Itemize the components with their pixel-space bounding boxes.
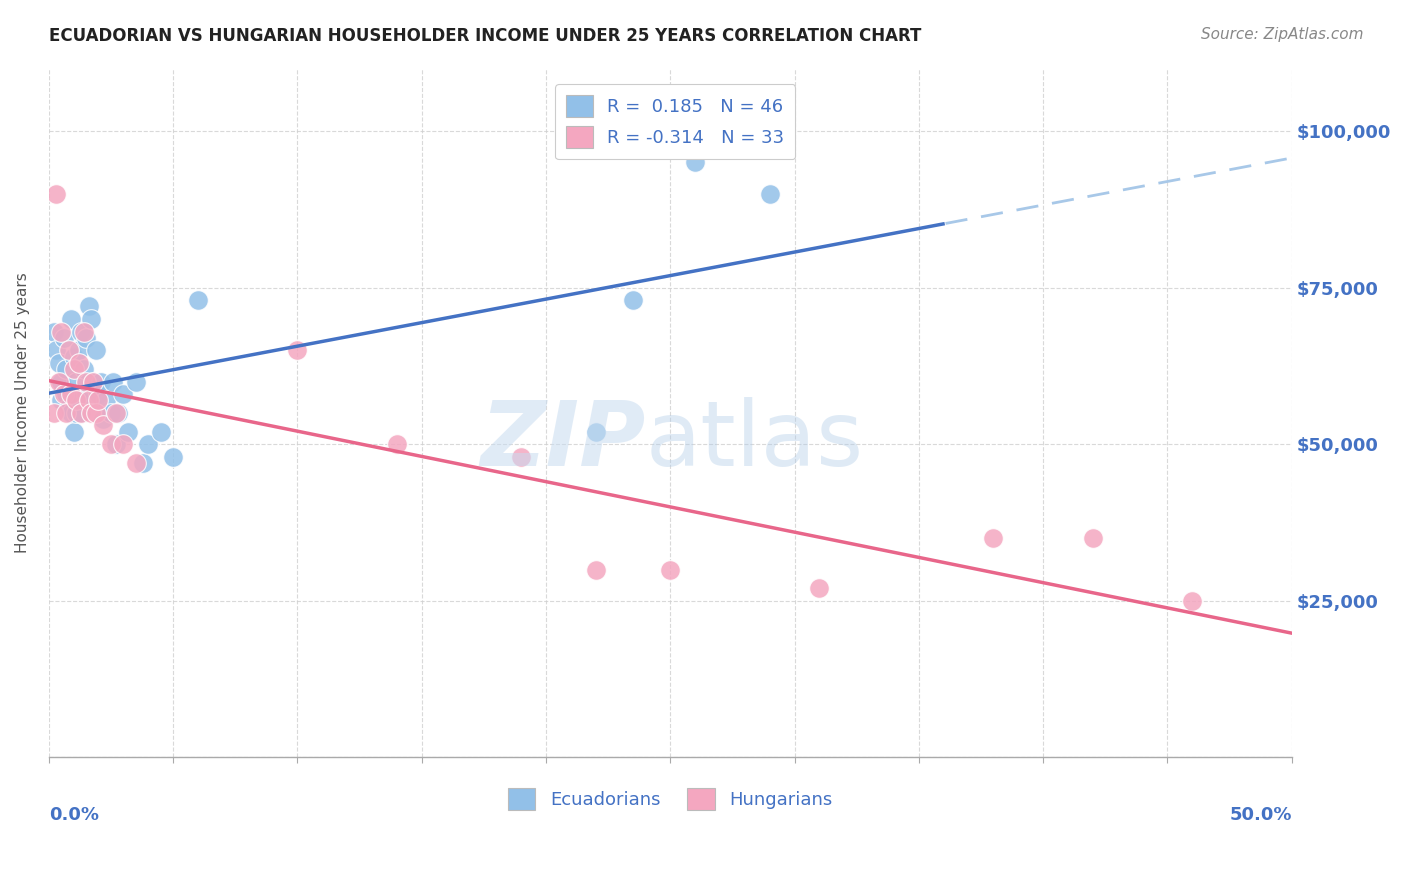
Point [72, 362, 94, 376]
Point [62, 425, 84, 439]
Point [103, 375, 125, 389]
Point [125, 456, 148, 470]
Point [136, 437, 159, 451]
Point [1081, 531, 1104, 545]
Point [75, 331, 97, 345]
Point [82, 375, 104, 389]
Point [94, 393, 117, 408]
Point [87, 387, 110, 401]
Point [77, 393, 100, 408]
Point [187, 293, 209, 308]
Point [52, 331, 75, 345]
Point [42, 325, 65, 339]
Point [75, 375, 97, 389]
Point [48, 356, 70, 370]
Point [285, 343, 308, 358]
Point [385, 437, 408, 451]
Point [52, 387, 75, 401]
Point [58, 400, 80, 414]
Point [93, 412, 115, 426]
Point [60, 387, 83, 401]
Point [117, 425, 139, 439]
Point [70, 406, 93, 420]
Text: atlas: atlas [645, 397, 863, 484]
Y-axis label: Householder Income Under 25 years: Householder Income Under 25 years [15, 273, 30, 553]
Point [112, 387, 135, 401]
Point [67, 393, 90, 408]
Text: ECUADORIAN VS HUNGARIAN HOUSEHOLDER INCOME UNDER 25 YEARS CORRELATION CHART: ECUADORIAN VS HUNGARIAN HOUSEHOLDER INCO… [49, 27, 921, 45]
Point [80, 312, 103, 326]
Point [48, 375, 70, 389]
Point [585, 425, 607, 439]
Point [162, 450, 184, 464]
Point [55, 406, 77, 420]
Point [585, 562, 607, 576]
Text: Source: ZipAtlas.com: Source: ZipAtlas.com [1201, 27, 1364, 42]
Point [51, 375, 73, 389]
Point [65, 393, 87, 408]
Point [683, 155, 706, 169]
Point [132, 456, 155, 470]
Point [100, 437, 122, 451]
Point [65, 406, 87, 420]
Point [62, 350, 84, 364]
Point [104, 406, 127, 420]
Text: 0.0%: 0.0% [49, 805, 98, 823]
Point [62, 362, 84, 376]
Point [621, 293, 644, 308]
Point [90, 375, 112, 389]
Point [80, 406, 103, 420]
Point [65, 375, 87, 389]
Point [60, 312, 83, 326]
Point [51, 393, 73, 408]
Point [75, 387, 97, 401]
Point [72, 325, 94, 339]
Point [1181, 594, 1204, 608]
Point [70, 406, 93, 420]
Point [983, 531, 1005, 545]
Point [45, 186, 67, 201]
Text: 50.0%: 50.0% [1229, 805, 1292, 823]
Point [125, 375, 148, 389]
Point [100, 406, 122, 420]
Legend: Ecuadorians, Hungarians: Ecuadorians, Hungarians [501, 780, 839, 817]
Point [67, 356, 90, 370]
Point [84, 343, 107, 358]
Point [87, 393, 110, 408]
Point [84, 406, 107, 420]
Point [55, 387, 77, 401]
Point [104, 437, 127, 451]
Point [510, 450, 533, 464]
Point [77, 300, 100, 314]
Point [659, 562, 682, 576]
Point [42, 406, 65, 420]
Point [112, 437, 135, 451]
Point [149, 425, 172, 439]
Text: ZIP: ZIP [479, 397, 645, 484]
Point [93, 418, 115, 433]
Point [67, 343, 90, 358]
Point [55, 362, 77, 376]
Point [70, 325, 93, 339]
Point [58, 343, 80, 358]
Point [808, 582, 831, 596]
Point [45, 343, 67, 358]
Point [107, 406, 129, 420]
Point [82, 375, 104, 389]
Point [758, 186, 780, 201]
Point [60, 406, 83, 420]
Point [51, 325, 73, 339]
